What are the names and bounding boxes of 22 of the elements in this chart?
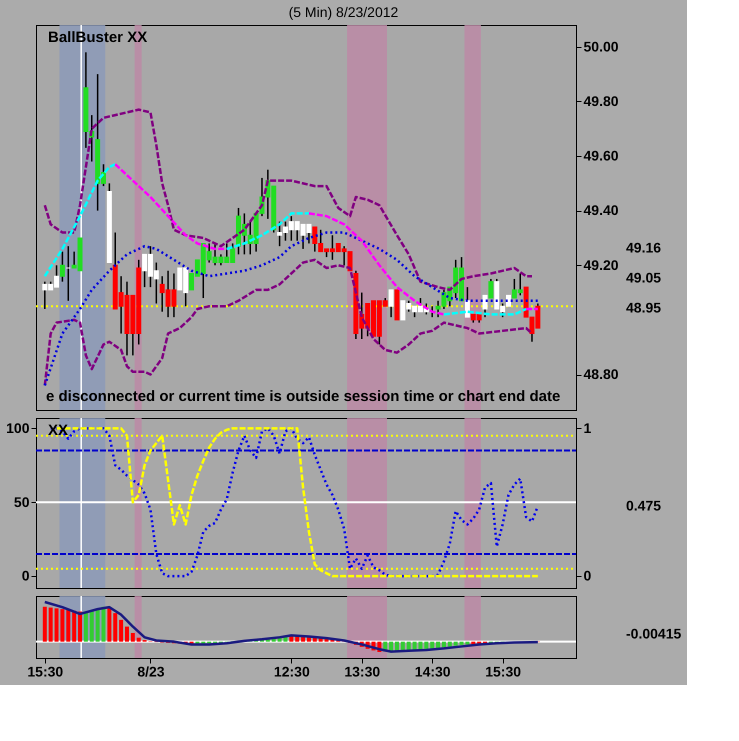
x-tick-label: 15:30 bbox=[485, 664, 522, 680]
y-tick-label: 48.80 bbox=[584, 366, 619, 382]
y-tick-label: 0 bbox=[22, 568, 30, 584]
y-tick-label: 50.00 bbox=[584, 38, 619, 54]
x-tick-label: 13:30 bbox=[344, 664, 380, 680]
text: 48.95 bbox=[626, 299, 662, 316]
y-tick-label: 100 bbox=[6, 420, 30, 436]
y-tick-label: 49.80 bbox=[584, 92, 619, 109]
text: 0.475 bbox=[626, 497, 662, 514]
y-tick-label: 50 bbox=[14, 494, 30, 510]
chart-title: (5 Min) 8/23/2012 bbox=[288, 4, 399, 20]
x-tick-label: 8/23 bbox=[137, 664, 165, 680]
x-tick-label: 12:30 bbox=[274, 664, 310, 680]
y-tick-label: 49.40 bbox=[584, 202, 619, 218]
y-tick-label: 49.60 bbox=[584, 148, 619, 164]
text: 49.05 bbox=[626, 269, 662, 286]
x-tick-label: 15:30 bbox=[27, 664, 64, 680]
text: 49.16 bbox=[626, 239, 662, 256]
x-tick-label: 14:30 bbox=[414, 664, 451, 680]
y-tick-label: 49.20 bbox=[584, 256, 619, 273]
y2-tick-label: 1 bbox=[584, 420, 592, 436]
text: -0.00415 bbox=[626, 625, 682, 642]
